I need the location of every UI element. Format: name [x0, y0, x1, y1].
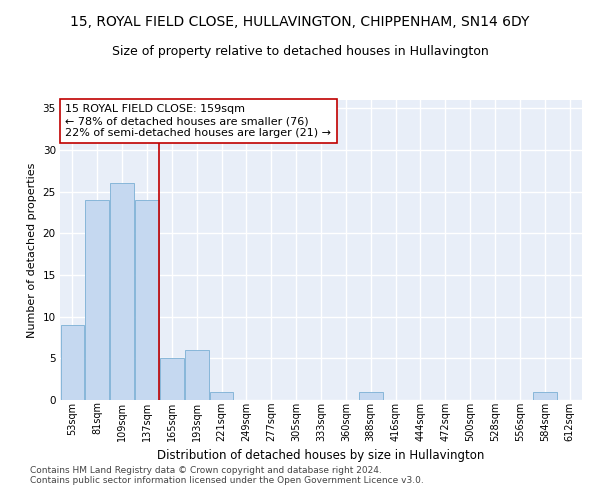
Text: Contains HM Land Registry data © Crown copyright and database right 2024.
Contai: Contains HM Land Registry data © Crown c… [30, 466, 424, 485]
Bar [359, 392, 383, 400]
Bar [110, 184, 134, 400]
Bar [185, 350, 209, 400]
Bar [160, 358, 184, 400]
Bar [85, 200, 109, 400]
Text: Size of property relative to detached houses in Hullavington: Size of property relative to detached ho… [112, 45, 488, 58]
Text: 15 ROYAL FIELD CLOSE: 159sqm
← 78% of detached houses are smaller (76)
22% of se: 15 ROYAL FIELD CLOSE: 159sqm ← 78% of de… [65, 104, 331, 138]
Bar [61, 325, 84, 400]
X-axis label: Distribution of detached houses by size in Hullavington: Distribution of detached houses by size … [157, 449, 485, 462]
Y-axis label: Number of detached properties: Number of detached properties [27, 162, 37, 338]
Bar [135, 200, 159, 400]
Bar [210, 392, 233, 400]
Bar [533, 392, 557, 400]
Text: 15, ROYAL FIELD CLOSE, HULLAVINGTON, CHIPPENHAM, SN14 6DY: 15, ROYAL FIELD CLOSE, HULLAVINGTON, CHI… [70, 15, 530, 29]
